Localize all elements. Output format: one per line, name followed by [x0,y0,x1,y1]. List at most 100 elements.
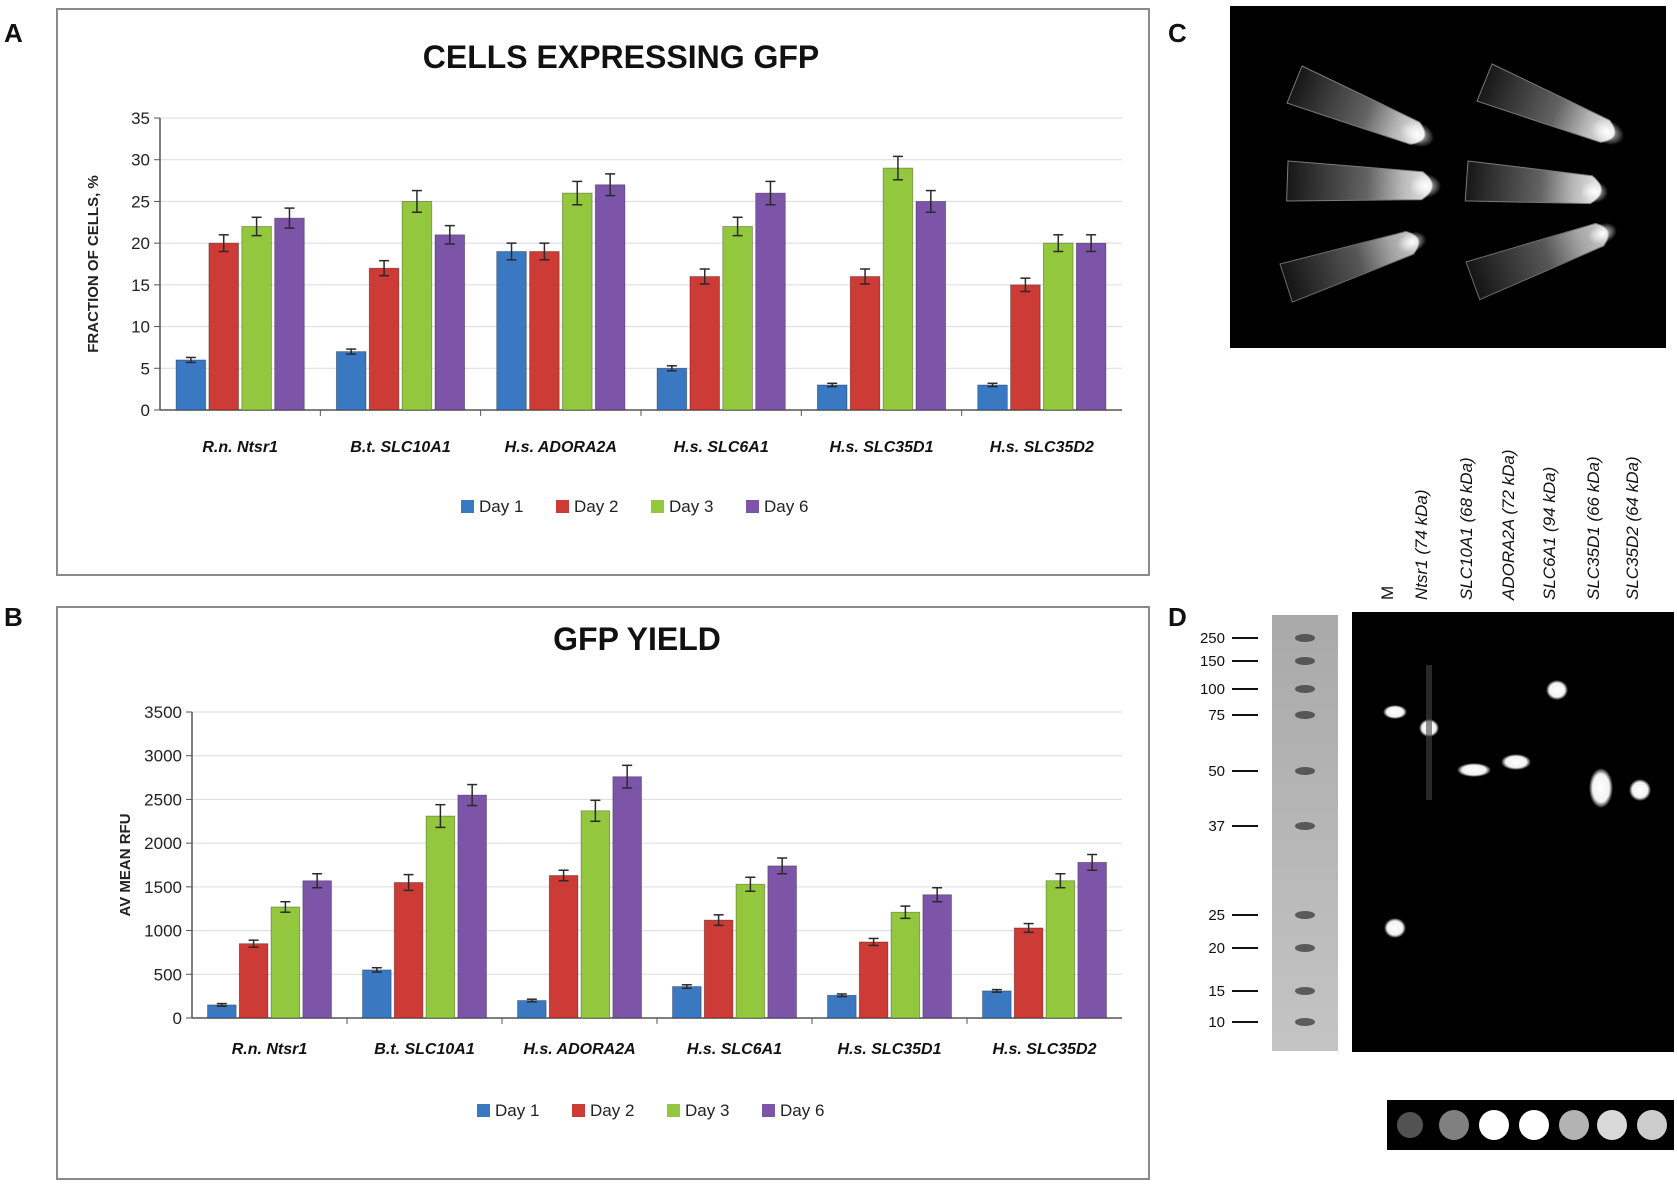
chart-b-legend-swatch [762,1104,775,1117]
tube-6 [1465,222,1618,301]
fluorescent-band [1457,763,1491,777]
chart-b-legend-swatch [667,1104,680,1117]
chart-a-category-label: H.s. ADORA2A [505,439,617,456]
chart-a-ytick-label: 10 [131,318,150,337]
chart-a-category-label: H.s. SLC35D2 [990,439,1094,456]
marker-label: 37 [1208,818,1225,835]
chart-a-category-label: H.s. SLC35D1 [829,439,933,456]
chart-a-bar-day6-3 [755,192,786,411]
chart-b-category-label: R.n. Ntsr1 [232,1041,308,1058]
marker-label: 25 [1208,907,1225,924]
marker-label: 100 [1200,681,1225,698]
chart-b-ytick-label: 0 [173,1009,182,1028]
chart-b-ytick-label: 2000 [144,834,182,853]
lane-label: M [1378,586,1397,600]
chart-a-ytick-label: 30 [131,151,150,170]
dot-blot-spot [1439,1110,1469,1140]
chart-a-bar-day3-2 [562,192,593,411]
chart-b-bar-day2-3 [703,919,734,1019]
chart-b-ytick-label: 500 [154,965,182,984]
panel-label-a: A [4,18,23,48]
chart-b-bar-day3-0 [270,906,301,1019]
chart-a-bar-day1-1 [335,351,367,411]
ladder-band [1295,944,1315,952]
chart-b-bar-day2-5 [1013,927,1044,1019]
lane-label: Ntsr1 (74 kDa) [1412,489,1431,600]
ladder-band [1295,911,1315,919]
chart-b-frame: GFP YIELD 0 500 1000 1500 2000 2500 3000 3500 AV … [56,606,1150,1180]
chart-b-legend-label: Day 2 [590,1101,634,1120]
chart-b-bar-day3-2 [580,810,611,1019]
gel-figure: 250 150 100 75 50 37 25 20 15 10 M Ntsr1 (74 kDa) SL… [1200,449,1674,1150]
chart-a: CELLS EXPRESSING GFP 0 5 10 15 20 25 30 35 FRACTI… [85,39,1122,516]
chart-a-ytick-label: 20 [131,234,150,253]
chart-a-bar-day6-5 [1075,242,1107,411]
fluorescent-band [1384,918,1406,938]
chart-a-bar-day1-4 [816,384,848,411]
chart-b-category-label: H.s. ADORA2A [523,1041,635,1058]
chart-b-ytick-label: 3000 [144,747,182,766]
chart-a-legend-label: Day 3 [669,497,713,516]
chart-a-bar-day6-2 [594,184,626,411]
marker-label: 250 [1200,630,1225,647]
chart-a-bar-day1-5 [977,384,1008,411]
chart-a-bar-day6-1 [434,234,466,411]
fluorescent-band [1546,680,1568,700]
chart-b-category-label: B.t. SLC10A1 [374,1041,475,1058]
chart-a-legend-swatch [556,500,569,513]
ladder-band [1295,1018,1315,1026]
chart-b-legend-swatch [572,1104,585,1117]
chart-b-bar-day2-4 [858,941,889,1019]
chart-a-ytick-label: 5 [141,359,150,378]
chart-a-bar-day3-3 [722,226,753,411]
dot-blot-spot [1559,1110,1589,1140]
chart-a-bar-day2-3 [689,276,720,411]
chart-b-bar-day6-0 [302,880,332,1019]
lane-label: SLC35D2 (64 kDa) [1623,456,1642,600]
chart-a-legend-swatch [746,500,759,513]
marker-label: 10 [1208,1014,1225,1031]
ladder-band [1295,685,1315,693]
marker-label: 50 [1208,763,1225,780]
marker-label: 15 [1208,983,1225,1000]
chart-b-category-label: H.s. SLC6A1 [687,1041,782,1058]
chart-b: GFP YIELD 0 500 1000 1500 2000 2500 3000 3500 AV … [117,621,1122,1120]
fluorescence-gel [1352,612,1674,1052]
panel-label-b: B [4,602,23,632]
chart-b-legend-label: Day 1 [495,1101,539,1120]
chart-a-ytick-label: 35 [131,109,150,128]
chart-a-title: CELLS EXPRESSING GFP [423,39,820,75]
chart-b-legend-swatch [477,1104,490,1117]
ladder-band [1295,822,1315,830]
marker-label: 20 [1208,940,1225,957]
tube-3 [1286,160,1442,202]
chart-b-bar-day2-2 [548,875,579,1019]
chart-a-bar-day3-5 [1043,242,1074,411]
chart-b-bar-day2-0 [238,943,269,1019]
tube-4 [1464,160,1609,205]
chart-a-bar-day3-1 [401,201,433,411]
chart-b-category-label: H.s. SLC35D2 [992,1041,1096,1058]
chart-b-ytick-label: 3500 [144,703,182,722]
panel-label-c: C [1168,18,1187,48]
chart-b-bar-day6-2 [612,776,642,1019]
marker-label: 150 [1200,653,1225,670]
marker-label: 75 [1208,707,1225,724]
chart-a-bar-day2-2 [529,251,560,411]
dot-blot-spot [1397,1112,1423,1138]
chart-b-bar-day6-5 [1077,861,1107,1019]
lane-label: SLC35D1 (66 kDa) [1584,456,1603,600]
tube-1 [1286,65,1435,148]
fluorescent-band [1501,754,1531,770]
chart-b-ytick-label: 1000 [144,922,182,941]
chart-b-bar-day1-1 [362,969,392,1019]
fluorescent-band [1629,779,1651,801]
chart-a-frame: CELLS EXPRESSING GFP 0 5 10 15 20 25 30 35 FRACTI… [56,8,1150,576]
lane-label: SLC6A1 (94 kDa) [1540,467,1559,600]
dot-blot-spot [1637,1110,1667,1140]
chart-a-bar-day1-2 [496,251,527,411]
fluorescent-band [1589,768,1613,808]
chart-a-legend-swatch [651,500,664,513]
chart-b-bar-day3-1 [425,815,456,1019]
chart-a-bar-day3-4 [882,167,914,411]
